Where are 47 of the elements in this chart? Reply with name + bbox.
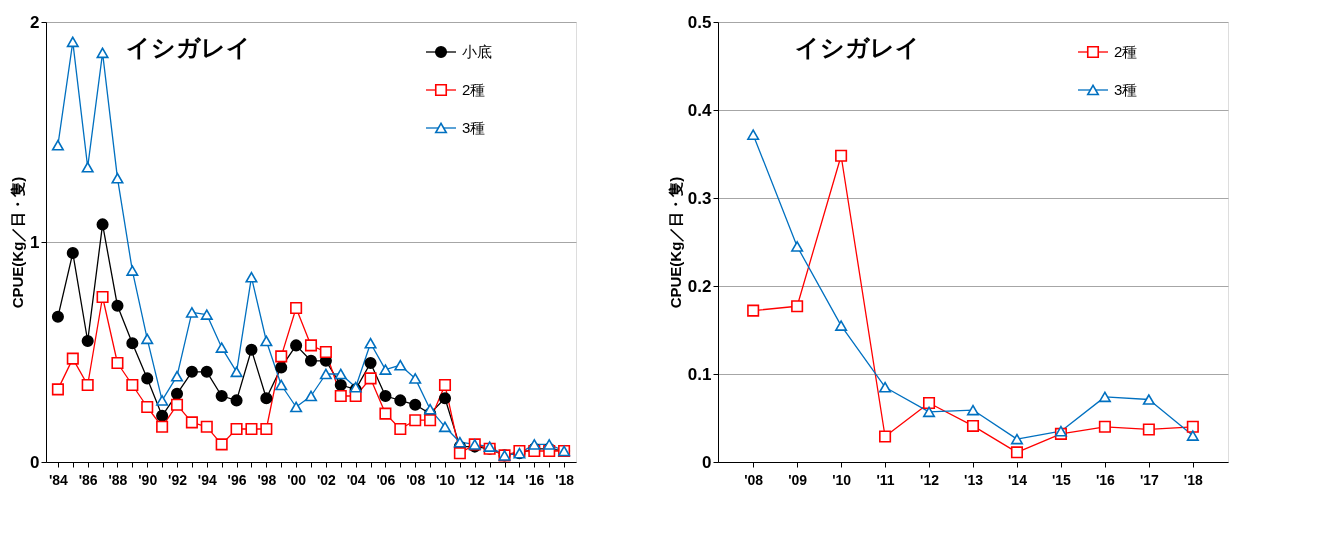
y-tick-label: 0 [30, 452, 40, 472]
x-tick-label: '10 [832, 471, 852, 488]
x-tick-label: '12 [465, 471, 485, 488]
y-axis-title: CPUE(Kg／日・隻) [9, 176, 27, 309]
x-tick-label: '02 [316, 471, 337, 488]
x-tick-label: '09 [788, 471, 808, 488]
x-tick-label: '84 [48, 471, 69, 488]
x-tick-label: '10 [436, 471, 456, 488]
x-tick-label: '14 [495, 471, 515, 488]
legend-label: 3種 [1114, 81, 1138, 98]
x-tick-label: '96 [227, 471, 247, 488]
x-tick-label: '98 [257, 471, 277, 488]
y-tick-label: 2 [30, 12, 40, 32]
x-tick-label: '16 [525, 471, 545, 488]
legend-label: 3種 [462, 119, 486, 136]
y-tick-label: 0.3 [687, 188, 712, 208]
annotation: イシガレイ [125, 34, 251, 61]
y-tick-label: 0.1 [687, 364, 712, 384]
x-tick-label: '18 [555, 471, 575, 488]
y-tick-label: 0.4 [687, 100, 713, 120]
x-tick-label: '11 [876, 471, 895, 488]
legend-label: 2種 [462, 81, 486, 98]
legend-label: 2種 [1114, 43, 1138, 60]
x-tick-label: '94 [197, 471, 217, 488]
x-tick-label: '08 [744, 471, 764, 488]
x-tick-label: '86 [78, 471, 98, 488]
x-tick-label: '08 [406, 471, 426, 488]
x-tick-label: '06 [376, 471, 396, 488]
y-axis-title: CPUE(Kg／日・隻) [666, 176, 684, 309]
x-tick-label: '18 [1183, 471, 1203, 488]
y-tick-label: 1 [30, 232, 40, 252]
x-tick-label: '12 [920, 471, 940, 488]
x-tick-label: '00 [287, 471, 307, 488]
x-tick-label: '15 [1051, 471, 1072, 488]
y-tick-label: 0.2 [687, 276, 712, 296]
x-tick-label: '16 [1095, 471, 1116, 488]
annotation: イシガレイ [794, 34, 920, 61]
x-tick-label: '92 [168, 471, 188, 488]
x-tick-label: '13 [964, 471, 984, 488]
x-tick-label: '90 [138, 471, 158, 488]
y-tick-label: 0.5 [687, 12, 712, 32]
x-tick-label: '88 [108, 471, 128, 488]
x-tick-label: '17 [1139, 471, 1160, 488]
legend-label: 小底 [462, 43, 492, 60]
x-tick-label: '04 [346, 471, 366, 488]
y-tick-label: 0 [702, 452, 712, 472]
x-tick-label: '14 [1008, 471, 1028, 488]
